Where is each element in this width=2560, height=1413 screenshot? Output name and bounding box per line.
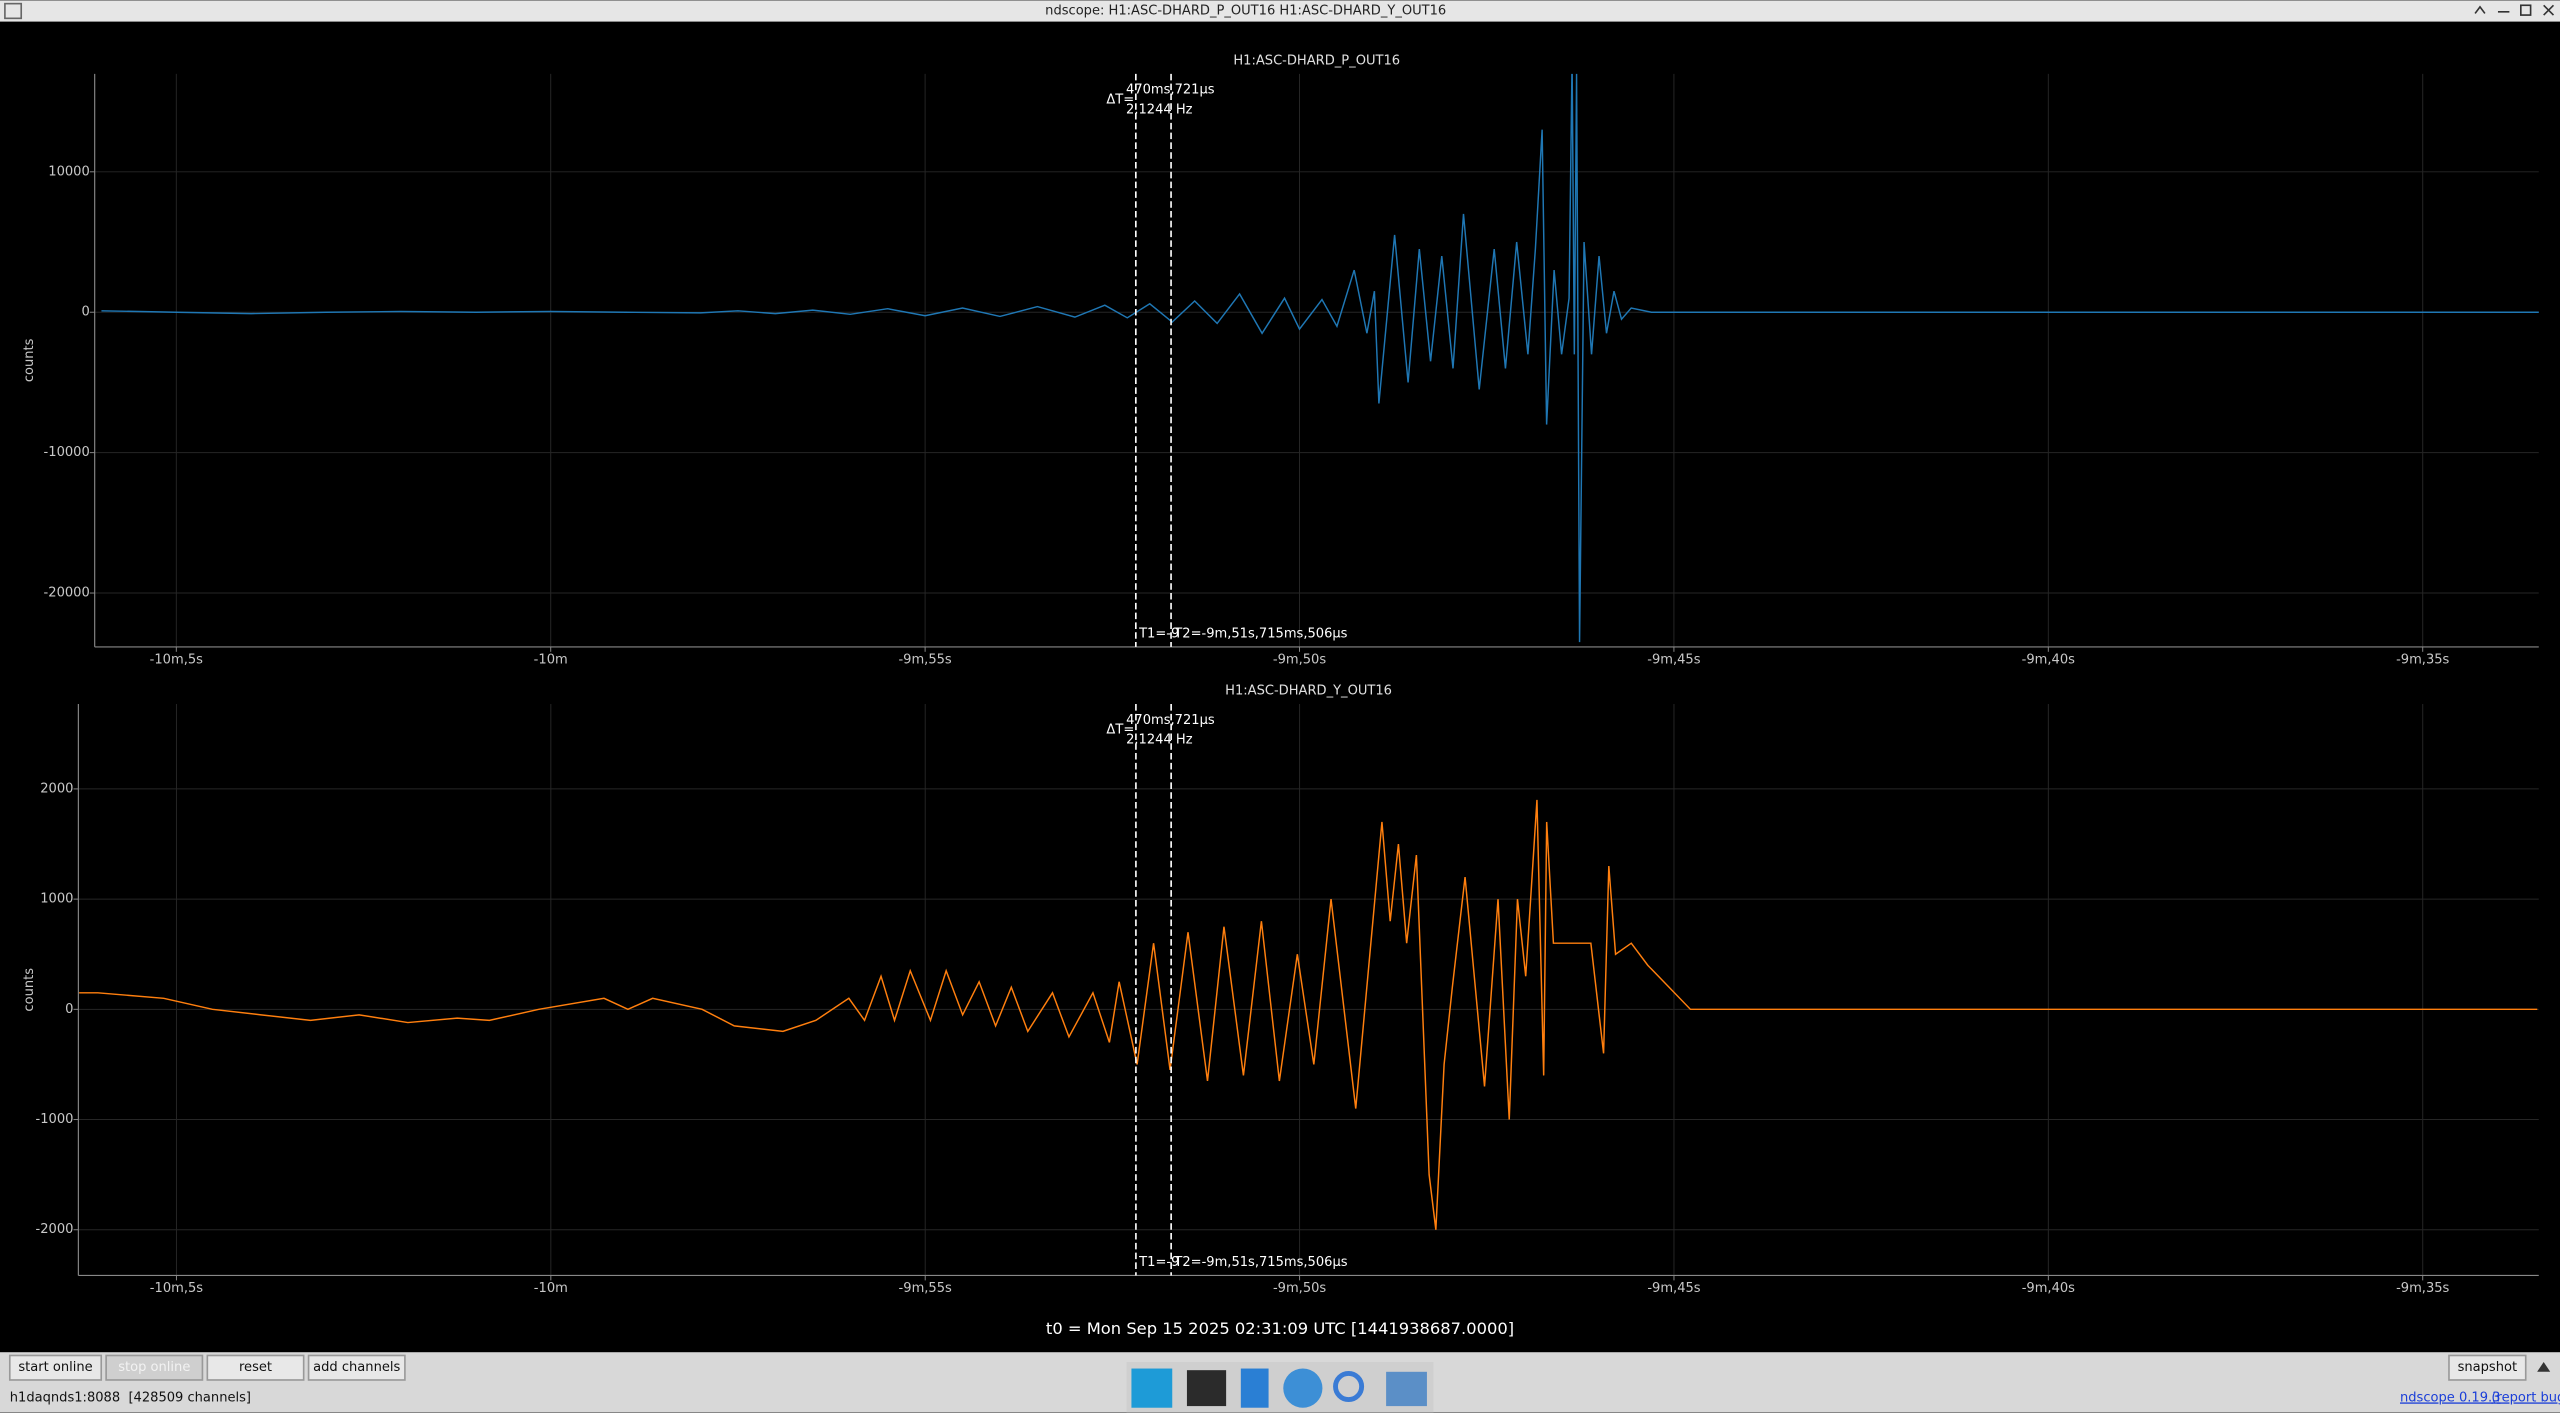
y-tick-label: 10000 [48,164,90,179]
snapshot-button[interactable] [2448,1354,2527,1381]
plot-title: H1:ASC-DHARD_P_OUT16 [1233,53,1400,68]
frequency-value: 2.1244 Hz [1126,732,1193,747]
x-tick-label: -9m,55s [899,1281,952,1296]
maximize-arrow[interactable] [2474,5,2486,14]
frequency-value: 2.1244 Hz [1126,102,1193,117]
x-tick-label: -9m,55s [898,652,951,667]
button [105,1354,204,1381]
x-tick-label: -10m [534,1281,568,1296]
files-icon[interactable] [1386,1371,1427,1407]
y-axis-label: counts [22,968,37,1012]
button[interactable] [206,1354,305,1381]
delta-label: ΔT= [1106,723,1134,738]
button-label: stop online [118,1360,190,1375]
delta-value: 470ms,721μs [1126,713,1215,728]
x-tick-label: -10m [534,652,568,667]
button[interactable] [8,1354,103,1381]
x-tick-label: -9m,40s [2022,652,2075,667]
x-tick-label: -9m,45s [1647,1281,1700,1296]
browser-icon[interactable] [1283,1368,1323,1408]
desktop-icon[interactable] [1131,1368,1173,1408]
status-text: h1daqnds1:8088 [428509 channels] [10,1390,251,1405]
y-axis-label: counts [22,338,37,382]
button-label[interactable]: start online [18,1360,92,1375]
t0-label: t0 = Mon Sep 15 2025 02:31:09 UTC [14419… [1046,1319,1514,1338]
y-tick-label: 2000 [40,781,73,796]
delta-value: 470ms,721μs [1126,83,1215,98]
t1-label: T1=-9 [1138,1255,1179,1270]
version-link[interactable]: ndscope 0.19.3 [2400,1390,2500,1405]
x-tick-label: -10m,5s [150,652,203,667]
t1-label: T1=-9 [1138,626,1179,641]
restore-button[interactable] [2520,4,2532,16]
y-tick-label: 0 [65,1002,73,1017]
button-label[interactable]: reset [239,1360,272,1375]
button-label[interactable]: add channels [313,1360,400,1375]
editor-icon[interactable] [1240,1368,1269,1408]
t2-label: T2=-9m,51s,715ms,506μs [1173,626,1347,641]
x-tick-label: -9m,40s [2022,1281,2075,1296]
x-tick-label: -9m,35s [2396,652,2449,667]
y-tick-label: -20000 [44,586,90,601]
report-link[interactable]: (report bug) [2491,1390,2560,1405]
x-tick-label: -9m,50s [1273,1281,1326,1296]
y-tick-label: -10000 [44,445,90,460]
window-controls [2474,4,2555,16]
window-title: ndscope: H1:ASC-DHARD_P_OUT16 H1:ASC-DHA… [1045,3,1446,18]
plot-title: H1:ASC-DHARD_Y_OUT16 [1225,683,1392,698]
snapshot-label[interactable]: snapshot [2458,1360,2518,1375]
taskbar-bg [1126,1362,1434,1413]
y-tick-label: 0 [81,305,89,320]
delta-label: ΔT= [1106,92,1134,107]
search-icon[interactable] [1333,1370,1365,1403]
t2-label: T2=-9m,51s,715ms,506μs [1173,1255,1347,1270]
y-tick-label: -1000 [36,1112,74,1127]
taskbar [1126,1362,1434,1413]
x-tick-label: -10m,5s [150,1281,203,1296]
series-line [79,799,2538,1230]
window-icon [4,2,23,20]
expand-arrow[interactable] [2537,1362,2551,1372]
terminal-icon[interactable] [1186,1370,1227,1407]
series-line [101,73,2539,643]
x-tick-label: -9m,45s [1647,652,1700,667]
title-bar [0,0,2560,22]
close-button[interactable] [2543,4,2555,16]
x-tick-label: -9m,50s [1273,652,1326,667]
y-tick-label: 1000 [40,892,73,907]
x-tick-label: -9m,35s [2396,1281,2449,1296]
button[interactable] [307,1354,406,1381]
y-tick-label: -2000 [36,1222,74,1237]
